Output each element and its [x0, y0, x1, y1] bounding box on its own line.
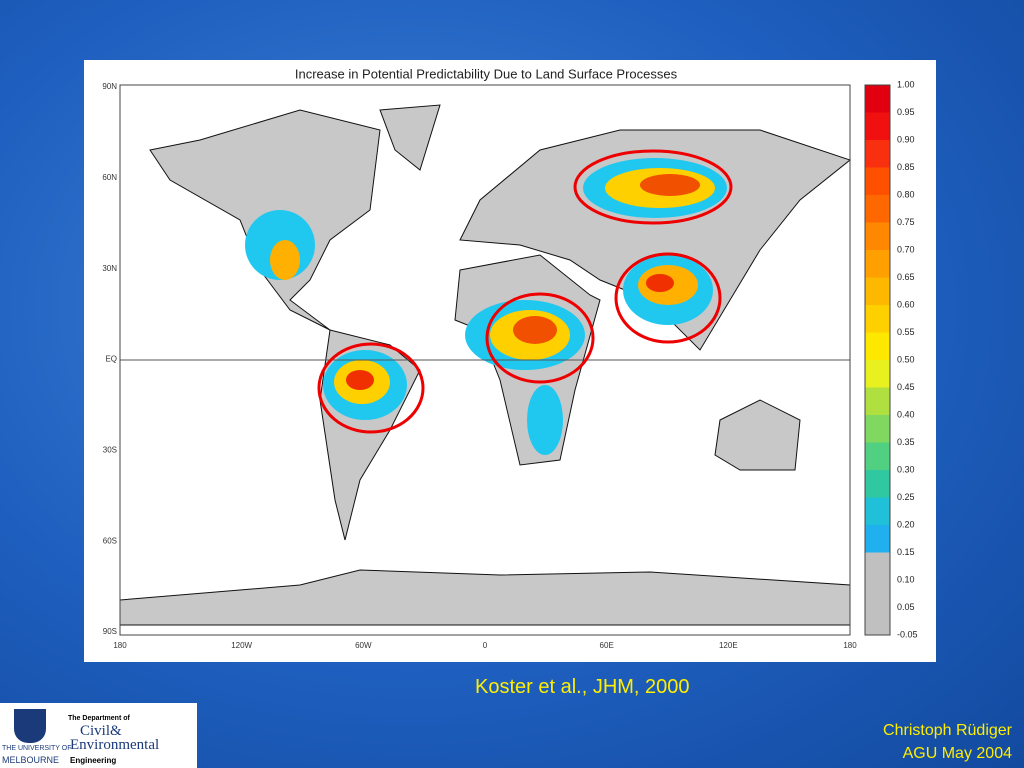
- lat-label: 30N: [102, 264, 117, 273]
- colorbar-band: [865, 140, 890, 168]
- crest: [14, 709, 46, 743]
- colorbar-band: [865, 497, 890, 526]
- colorbar: 1.00 0.95 0.90 0.85 0.80 0.75 0.70 0.65 0.60 0.55…: [864, 79, 918, 639]
- lat-label: EQ: [105, 355, 117, 364]
- lat-label: 90N: [102, 82, 117, 91]
- colorbar-band: [865, 167, 890, 196]
- colorbar-label: 0.70: [897, 244, 915, 254]
- colorbar-band: [865, 387, 890, 416]
- colorbar-label: 0.35: [897, 437, 915, 447]
- dept-intro: The Department of: [68, 715, 130, 722]
- colorbar-band: [865, 525, 890, 553]
- colorbar-band: [865, 222, 890, 251]
- colorbar-label: 0.25: [897, 492, 915, 502]
- highlight-circles: [317, 149, 733, 434]
- dept-line1: Civil&: [80, 723, 122, 739]
- colorbar-label: 0.55: [897, 327, 915, 337]
- colorbar-band: [865, 195, 890, 223]
- colorbar-label: 0.30: [897, 464, 915, 474]
- citation: Koster et al., JHM, 2000: [475, 676, 690, 698]
- colorbar-label: 0.80: [897, 189, 915, 199]
- colorbar-band: [865, 552, 890, 581]
- lon-label: 120E: [719, 641, 738, 650]
- colorbar-band: [865, 277, 890, 306]
- lat-label: 60S: [103, 536, 117, 545]
- colorbar-frame: [864, 84, 891, 636]
- colorbar-band: [865, 85, 890, 113]
- lon-label: 180: [843, 641, 857, 650]
- colorbar-band: [865, 250, 890, 278]
- lat-label: 30S: [103, 445, 117, 454]
- colorbar-band: [865, 607, 890, 636]
- colorbar-label: -0.05: [897, 629, 918, 639]
- colorbar-band: [865, 332, 890, 361]
- colorbar-label: 0.45: [897, 382, 915, 392]
- colorbar-label: 0.95: [897, 107, 915, 117]
- predictability-patches: [245, 158, 727, 455]
- colorbar-label: 0.50: [897, 354, 915, 364]
- colorbar-label: 0.90: [897, 134, 915, 144]
- colorbar-band: [865, 442, 890, 471]
- map-title: Increase in Potential Predictability Due…: [295, 66, 678, 81]
- lon-label: 120W: [231, 641, 252, 650]
- colorbar-label: 0.75: [897, 217, 915, 227]
- colorbar-band: [865, 470, 890, 498]
- lon-label: 60E: [600, 641, 614, 650]
- colorbar-label: 0.05: [897, 602, 915, 612]
- colorbar-label: 0.85: [897, 162, 915, 172]
- colorbar-label: 0.20: [897, 519, 915, 529]
- colorbar-label: 0.40: [897, 409, 915, 419]
- dept-line2: Environmental: [70, 737, 160, 753]
- colorbar-band: [865, 112, 890, 141]
- colorbar-label: 0.15: [897, 547, 915, 557]
- university-line2: MELBOURNE: [2, 755, 60, 765]
- colorbar-band: [865, 580, 890, 608]
- author: Christoph Rüdiger: [883, 722, 1012, 739]
- colorbar-label: 0.65: [897, 272, 915, 282]
- colorbar-label: 0.60: [897, 299, 915, 309]
- colorbar-band: [865, 360, 890, 388]
- colorbar-label: 0.10: [897, 574, 915, 584]
- colorbar-band: [865, 415, 890, 443]
- map-frame: [119, 84, 851, 636]
- lon-label: 0: [483, 641, 488, 650]
- event: AGU May 2004: [902, 745, 1012, 762]
- dept-line3: Engineering: [70, 756, 117, 765]
- lon-label: 60W: [355, 641, 372, 650]
- logo: THE UNIVERSITY OF MELBOURNE The Departme…: [0, 703, 197, 768]
- lon-label: 180: [113, 641, 127, 650]
- university-line1: THE UNIVERSITY OF: [2, 745, 72, 752]
- lat-label: 60N: [102, 173, 117, 182]
- colorbar-label: 1.00: [897, 79, 915, 89]
- colorbar-band: [865, 305, 890, 333]
- lat-label: 90S: [103, 627, 117, 636]
